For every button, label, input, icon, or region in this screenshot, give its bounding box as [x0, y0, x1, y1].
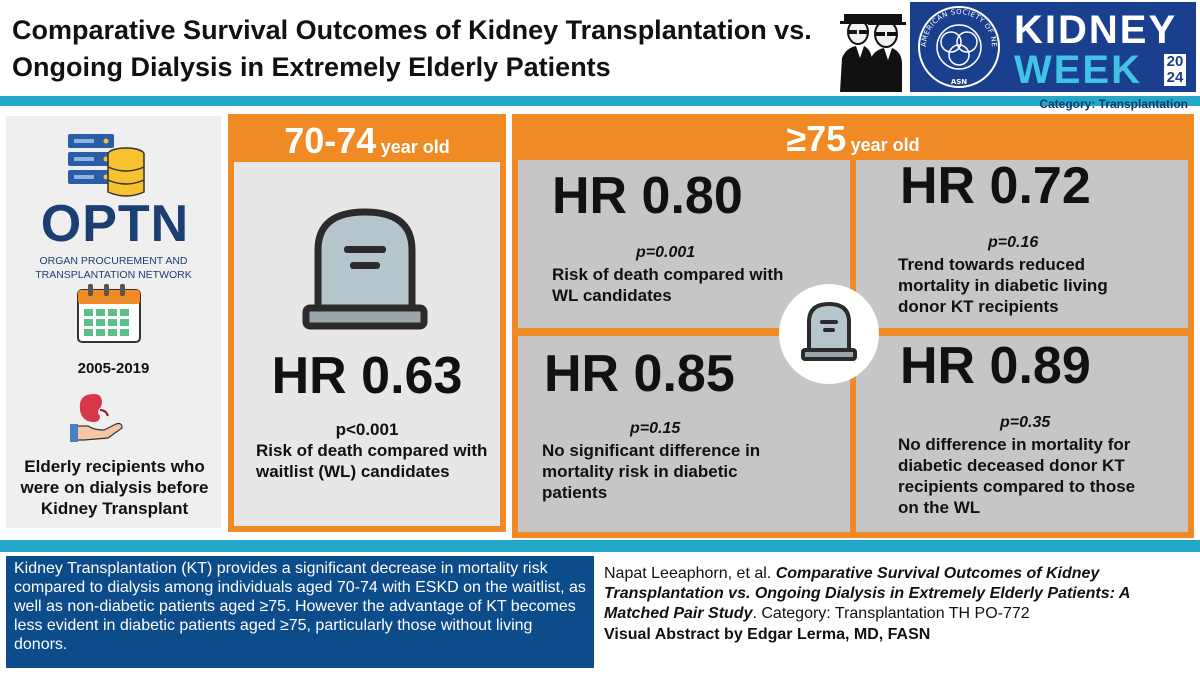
age-70-74-unit: year old [380, 137, 450, 157]
p-value: p=0.001 [636, 244, 696, 261]
top-divider-bar [0, 96, 1200, 106]
hr-70-74: HR 0.63 [271, 347, 463, 405]
visual-abstract-credit: Visual Abstract by Edgar Lerma, MD, FASN [604, 626, 931, 643]
result-cell: HR 0.72 p=0.16 Trend towards reduced mor… [856, 157, 1188, 328]
page-title: Comparative Survival Outcomes of Kidney … [12, 15, 812, 82]
p-value: p=0.15 [630, 420, 681, 437]
citation: Napat Leeaphorn, et al. Comparative Surv… [604, 564, 1192, 624]
citation-authors: Napat Leeaphorn, et al. [604, 565, 776, 582]
summary-box: Kidney Transplantation (KT) provides a s… [6, 556, 594, 668]
methods-panel: OPTN ORGAN PROCUREMENT AND TRANSPLANTATI… [6, 116, 221, 528]
calendar-icon [77, 284, 141, 343]
age-75-header: ≥75 year old [512, 118, 1194, 160]
p-value-70-74: p<0.001 [335, 420, 399, 439]
hr-value: HR 0.80 [552, 167, 743, 225]
p-value: p=0.35 [1000, 414, 1051, 431]
category-tag: Category: Transplantation [1039, 97, 1188, 111]
hr-value: HR 0.85 [544, 345, 735, 403]
kidney-week-line1: KIDNEY [1014, 8, 1178, 52]
result-description: No significant difference in mortality r… [542, 441, 761, 502]
desc-70-74: Risk of death compared with waitlist (WL… [256, 441, 488, 481]
age-75-unit: year old [850, 135, 920, 155]
p-value: p=0.16 [988, 234, 1039, 251]
database-icon [68, 134, 145, 197]
age-75-label: ≥75 [786, 118, 847, 159]
population-description: Elderly recipients who were on dialysis … [20, 457, 209, 518]
age-70-74-header: 70-74 year old [228, 120, 506, 162]
result-description: Trend towards reduced mortality in diabe… [898, 255, 1108, 316]
citation-suffix: . Category: Transplantation TH PO-772 [752, 605, 1030, 622]
age-70-74-panel: 70-74 year old HR 0.63 p<0.001 Risk of d… [228, 114, 506, 532]
bottom-divider-bar [0, 540, 1200, 552]
kidney-hand-icon [70, 394, 123, 442]
asn-abbr: ASN [951, 78, 967, 86]
citation-title: Comparative Survival Outcomes of Kidney … [604, 565, 1130, 622]
result-description: No difference in mortality for diabetic … [898, 435, 1136, 517]
center-badge [779, 284, 879, 384]
asn-seal-icon: AMERICAN SOCIETY OF NEPHROLOGY ASN [916, 4, 1000, 88]
kidney-week-line2: WEEK [1014, 48, 1142, 92]
kidney-week-badge: AMERICAN SOCIETY OF NEPHROLOGY ASN KIDNE… [910, 2, 1196, 92]
result-cell: HR 0.89 p=0.35 No difference in mortalit… [856, 336, 1188, 532]
optn-subtitle: ORGAN PROCUREMENT AND TRANSPLANTATION NE… [35, 255, 192, 281]
study-years: 2005-2019 [77, 360, 150, 377]
age-70-74-body: HR 0.63 p<0.001 Risk of death compared w… [234, 162, 500, 526]
result-description: Risk of death compared with WL candidate… [552, 265, 784, 305]
tombstone-icon [801, 301, 857, 361]
result-cell: HR 0.80 p=0.001 Risk of death compared w… [518, 160, 850, 328]
hr-value: HR 0.89 [900, 337, 1091, 395]
blues-brothers-logo-icon [840, 14, 906, 92]
age-70-74-label: 70-74 [284, 120, 377, 161]
optn-title: OPTN [40, 195, 190, 253]
kidney-week-year: 2024 [1164, 54, 1186, 86]
hr-value: HR 0.72 [900, 157, 1091, 215]
tombstone-icon [302, 208, 428, 330]
